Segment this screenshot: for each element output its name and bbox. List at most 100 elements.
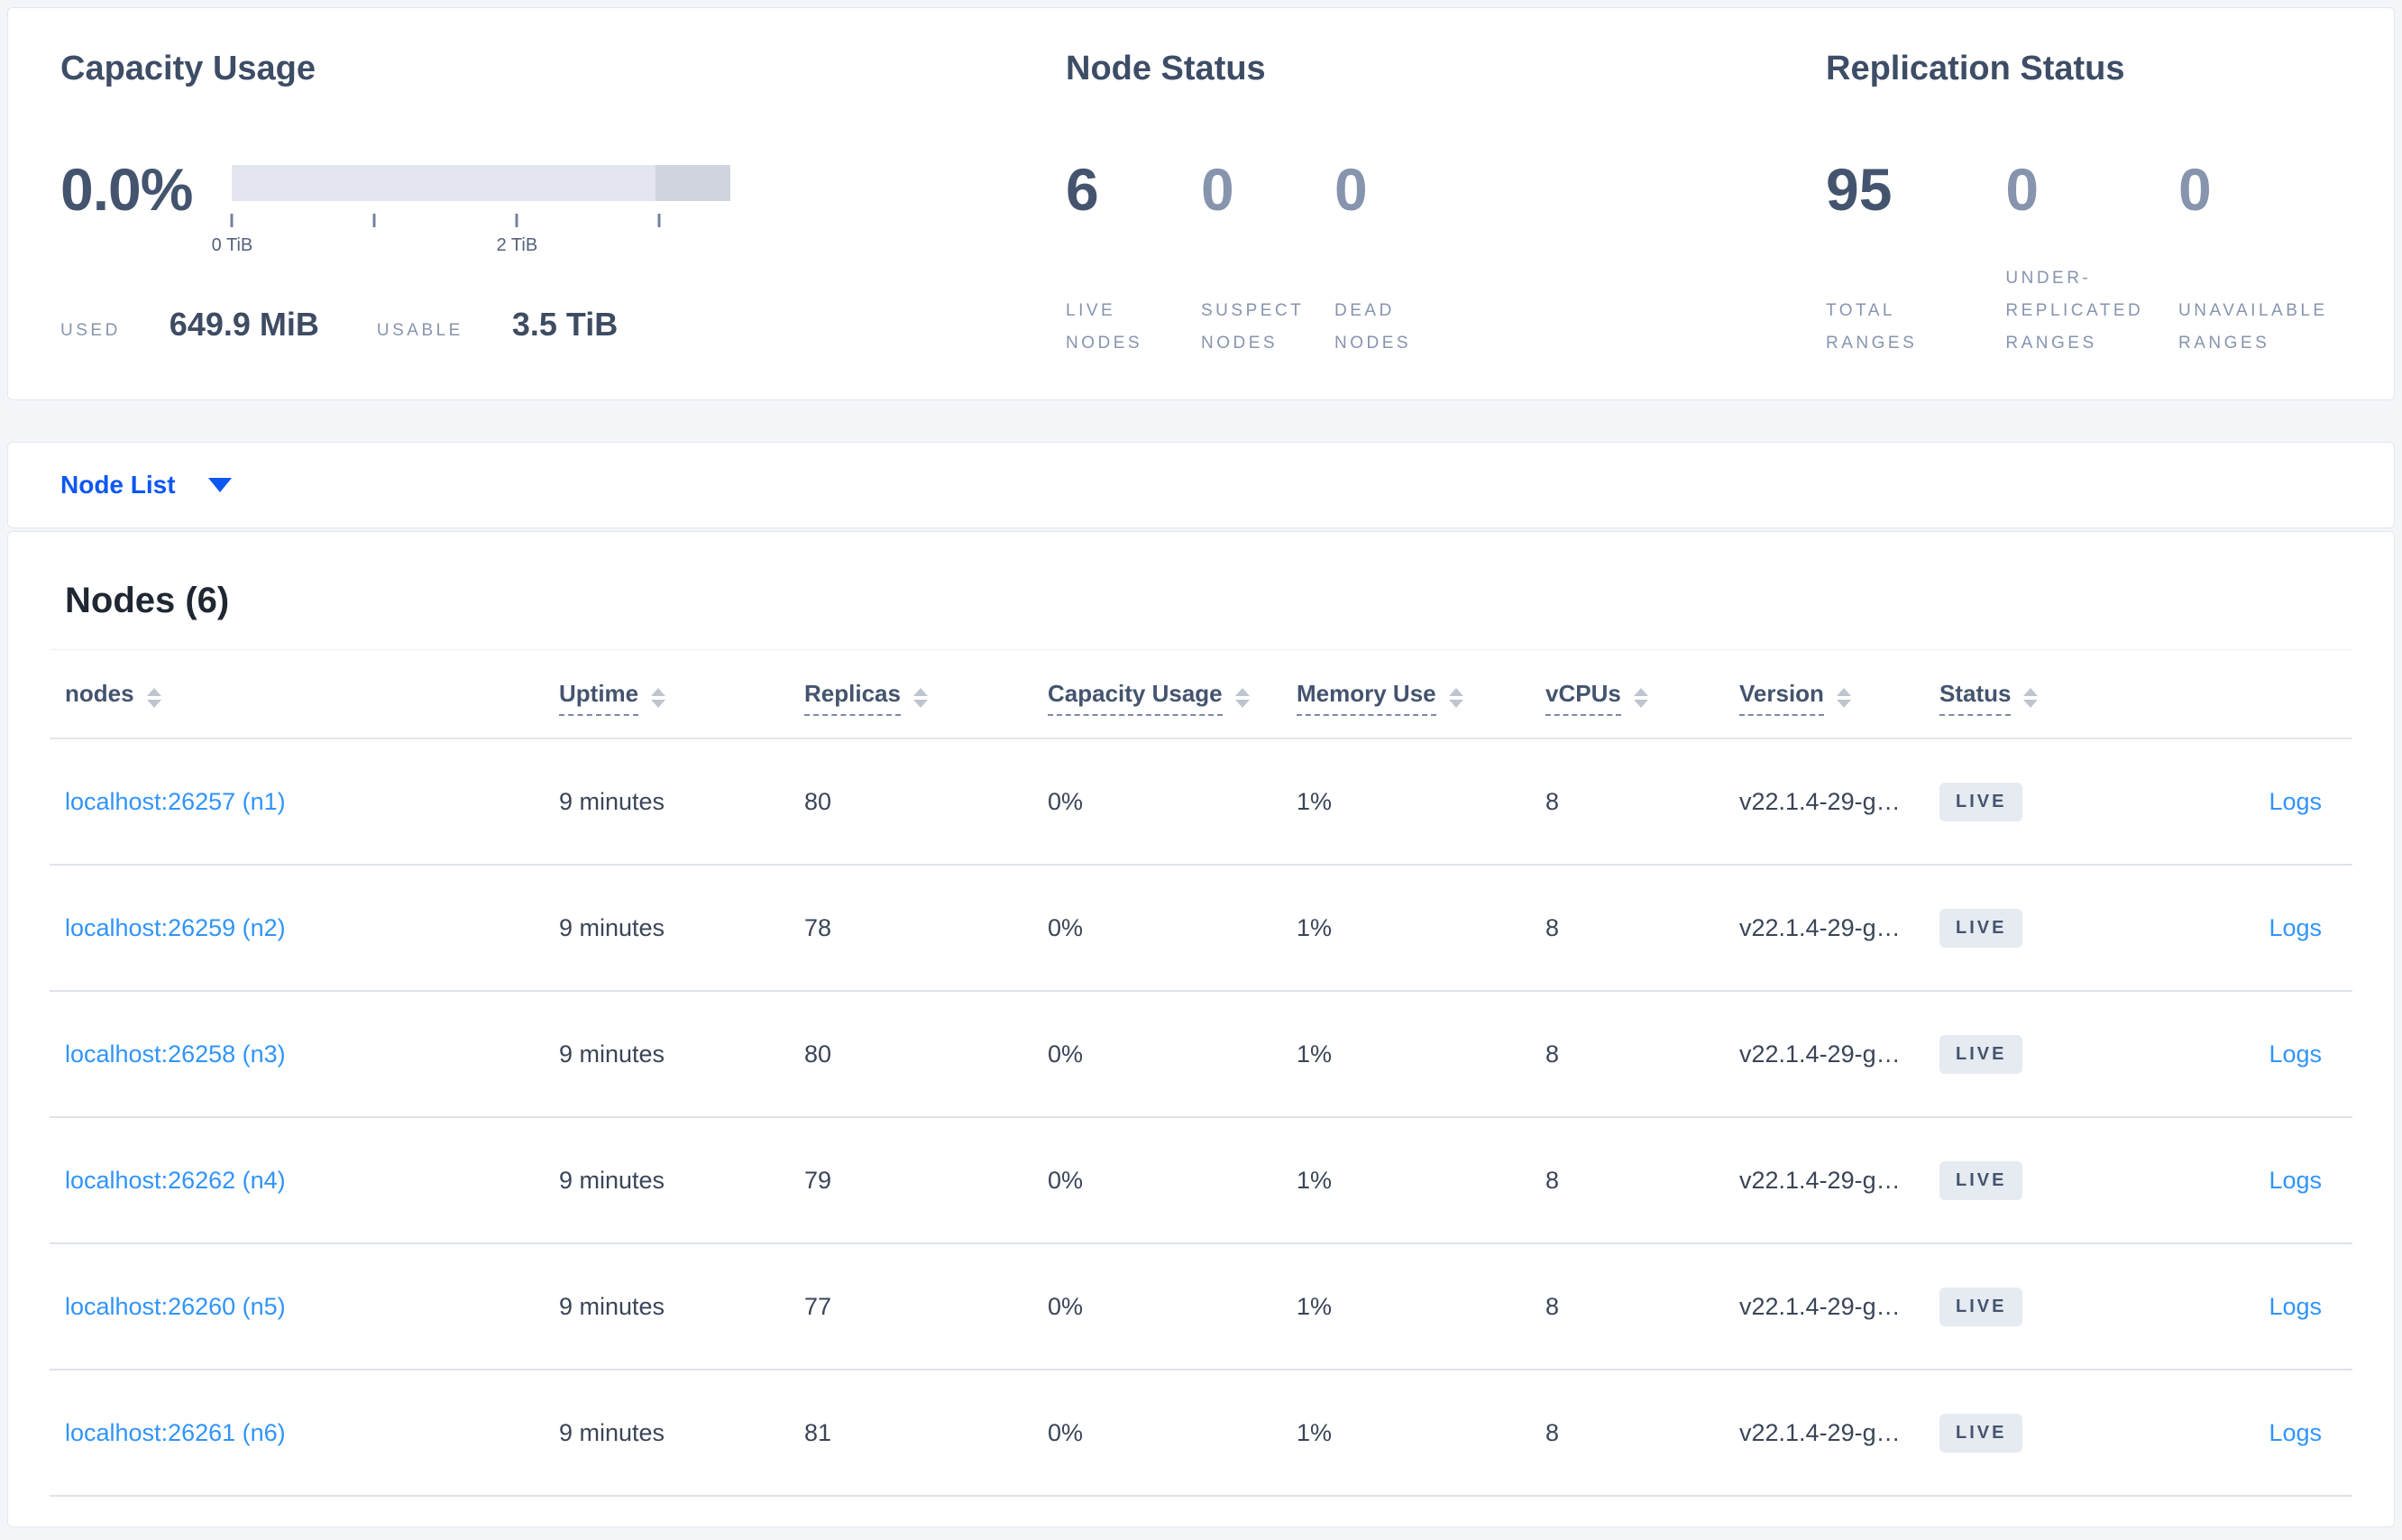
under-replicated-ranges-value: 0 <box>2005 156 2040 223</box>
unavailable-ranges-stat: 0 UNAVAILABLE RANGES <box>2178 160 2394 360</box>
unavailable-ranges-value: 0 <box>2178 156 2212 223</box>
capacity-usage-cell: 0% <box>1048 913 1084 941</box>
capacity-usage-section: Capacity Usage 0.0% 0 TiB 2 TiB USED 649… <box>60 48 1066 399</box>
version-cell: v22.1.4-29-g… <box>1739 1166 1901 1194</box>
logs-link[interactable]: Logs <box>2269 1292 2322 1320</box>
total-ranges-value: 95 <box>1826 156 1893 223</box>
uptime-cell: 9 minutes <box>559 1418 665 1446</box>
memory-use-cell: 1% <box>1297 1292 1333 1320</box>
node-list-dropdown[interactable]: Node List <box>7 442 2395 528</box>
capacity-usage-cell: 0% <box>1048 1292 1084 1320</box>
version-cell: v22.1.4-29-g… <box>1739 1040 1901 1068</box>
total-ranges-label: TOTAL RANGES <box>1826 301 1918 353</box>
vcpus-cell: 8 <box>1545 787 1560 815</box>
status-badge: LIVE <box>1939 1160 2023 1200</box>
logs-link[interactable]: Logs <box>2269 787 2322 815</box>
node-link[interactable]: localhost:26261 (n6) <box>65 1418 286 1446</box>
memory-use-cell: 1% <box>1297 1166 1333 1194</box>
table-row: localhost:26258 (n3) 9 minutes 80 0% 1% … <box>50 992 2352 1118</box>
replicas-cell: 77 <box>804 1292 832 1320</box>
node-status-title: Node Status <box>1066 50 1266 87</box>
capacity-bar-extra-segment <box>656 165 731 201</box>
memory-use-cell: 1% <box>1297 787 1333 815</box>
status-badge: LIVE <box>1939 782 2023 821</box>
table-row: localhost:26260 (n5) 9 minutes 77 0% 1% … <box>50 1244 2352 1370</box>
replicas-cell: 78 <box>804 913 832 941</box>
live-nodes-label: LIVE NODES <box>1066 301 1143 353</box>
logs-link[interactable]: Logs <box>2269 1418 2322 1446</box>
version-cell: v22.1.4-29-g… <box>1739 787 1901 815</box>
sort-icon <box>2023 688 2039 708</box>
column-header-capacity-usage[interactable]: Capacity Usage <box>1048 680 1297 716</box>
caret-down-icon <box>207 478 232 492</box>
axis-tick-label: 2 TiB <box>496 235 538 255</box>
vcpus-cell: 8 <box>1545 1292 1560 1320</box>
axis-tick <box>657 214 661 227</box>
capacity-usage-title: Capacity Usage <box>60 50 316 87</box>
vcpus-cell: 8 <box>1545 1418 1560 1446</box>
usable-label: USABLE <box>376 321 463 340</box>
replicas-cell: 80 <box>804 787 832 815</box>
vcpus-cell: 8 <box>1545 1040 1560 1068</box>
table-row: localhost:26257 (n1) 9 minutes 80 0% 1% … <box>50 739 2352 866</box>
suspect-nodes-label: SUSPECT NODES <box>1201 301 1304 353</box>
suspect-nodes-stat: 0 SUSPECT NODES <box>1201 160 1334 360</box>
column-header-memory-use[interactable]: Memory Use <box>1297 680 1545 716</box>
live-nodes-value: 6 <box>1066 156 1099 223</box>
sort-icon <box>146 688 161 708</box>
table-row: localhost:26262 (n4) 9 minutes 79 0% 1% … <box>50 1118 2352 1244</box>
node-link[interactable]: localhost:26257 (n1) <box>65 787 286 815</box>
column-header-status[interactable]: Status <box>1939 680 2147 716</box>
nodes-table: nodes Uptime Replicas Capacity Usage Mem… <box>50 649 2352 1497</box>
node-list-dropdown-label: Node List <box>60 471 176 499</box>
node-link[interactable]: localhost:26260 (n5) <box>65 1292 286 1320</box>
table-row: localhost:26259 (n2) 9 minutes 78 0% 1% … <box>50 866 2352 992</box>
unavailable-ranges-label: UNAVAILABLE RANGES <box>2178 301 2328 353</box>
cluster-summary-card: Capacity Usage 0.0% 0 TiB 2 TiB USED 649… <box>7 7 2395 400</box>
capacity-percent: 0.0% <box>60 156 193 223</box>
column-header-uptime[interactable]: Uptime <box>559 680 804 716</box>
uptime-cell: 9 minutes <box>559 1166 665 1194</box>
node-link[interactable]: localhost:26262 (n4) <box>65 1166 286 1194</box>
vcpus-cell: 8 <box>1545 1166 1560 1194</box>
status-badge: LIVE <box>1939 1034 2023 1074</box>
uptime-cell: 9 minutes <box>559 913 665 941</box>
uptime-cell: 9 minutes <box>559 1292 665 1320</box>
dead-nodes-stat: 0 DEAD NODES <box>1334 160 1449 360</box>
memory-use-cell: 1% <box>1297 913 1333 941</box>
column-header-vcpus[interactable]: vCPUs <box>1545 680 1739 716</box>
sort-icon <box>651 688 666 708</box>
dead-nodes-value: 0 <box>1334 156 1368 223</box>
sort-icon <box>912 688 928 708</box>
column-header-version[interactable]: Version <box>1739 680 1939 716</box>
column-header-replicas[interactable]: Replicas <box>804 680 1048 716</box>
status-badge: LIVE <box>1939 908 2023 948</box>
node-link[interactable]: localhost:26259 (n2) <box>65 913 286 941</box>
replication-status-title: Replication Status <box>1826 50 2125 87</box>
vcpus-cell: 8 <box>1545 913 1560 941</box>
axis-tick <box>230 214 234 227</box>
column-header-nodes[interactable]: nodes <box>65 680 559 716</box>
nodes-table-card: Nodes (6) nodes Uptime Replicas Capacity… <box>7 531 2395 1527</box>
used-label: USED <box>60 321 121 340</box>
logs-link[interactable]: Logs <box>2269 1040 2322 1068</box>
capacity-usage-cell: 0% <box>1048 1166 1084 1194</box>
axis-tick <box>515 214 518 227</box>
replicas-cell: 81 <box>804 1418 832 1446</box>
replication-status-section: Replication Status 95 TOTAL RANGES 0 UND… <box>1826 48 2394 399</box>
capacity-usage-cell: 0% <box>1048 1418 1084 1446</box>
memory-use-cell: 1% <box>1297 1418 1333 1446</box>
version-cell: v22.1.4-29-g… <box>1739 913 1901 941</box>
logs-link[interactable]: Logs <box>2269 913 2322 941</box>
sort-icon <box>1234 688 1250 708</box>
status-badge: LIVE <box>1939 1413 2023 1453</box>
replicas-cell: 80 <box>804 1040 832 1068</box>
replicas-cell: 79 <box>804 1166 832 1194</box>
uptime-cell: 9 minutes <box>559 787 665 815</box>
live-nodes-stat: 6 LIVE NODES <box>1066 160 1201 360</box>
total-ranges-stat: 95 TOTAL RANGES <box>1826 160 2005 360</box>
logs-link[interactable]: Logs <box>2269 1166 2322 1194</box>
capacity-usage-cell: 0% <box>1048 1040 1084 1068</box>
capacity-bar-usable-segment <box>232 165 656 201</box>
node-link[interactable]: localhost:26258 (n3) <box>65 1040 286 1068</box>
